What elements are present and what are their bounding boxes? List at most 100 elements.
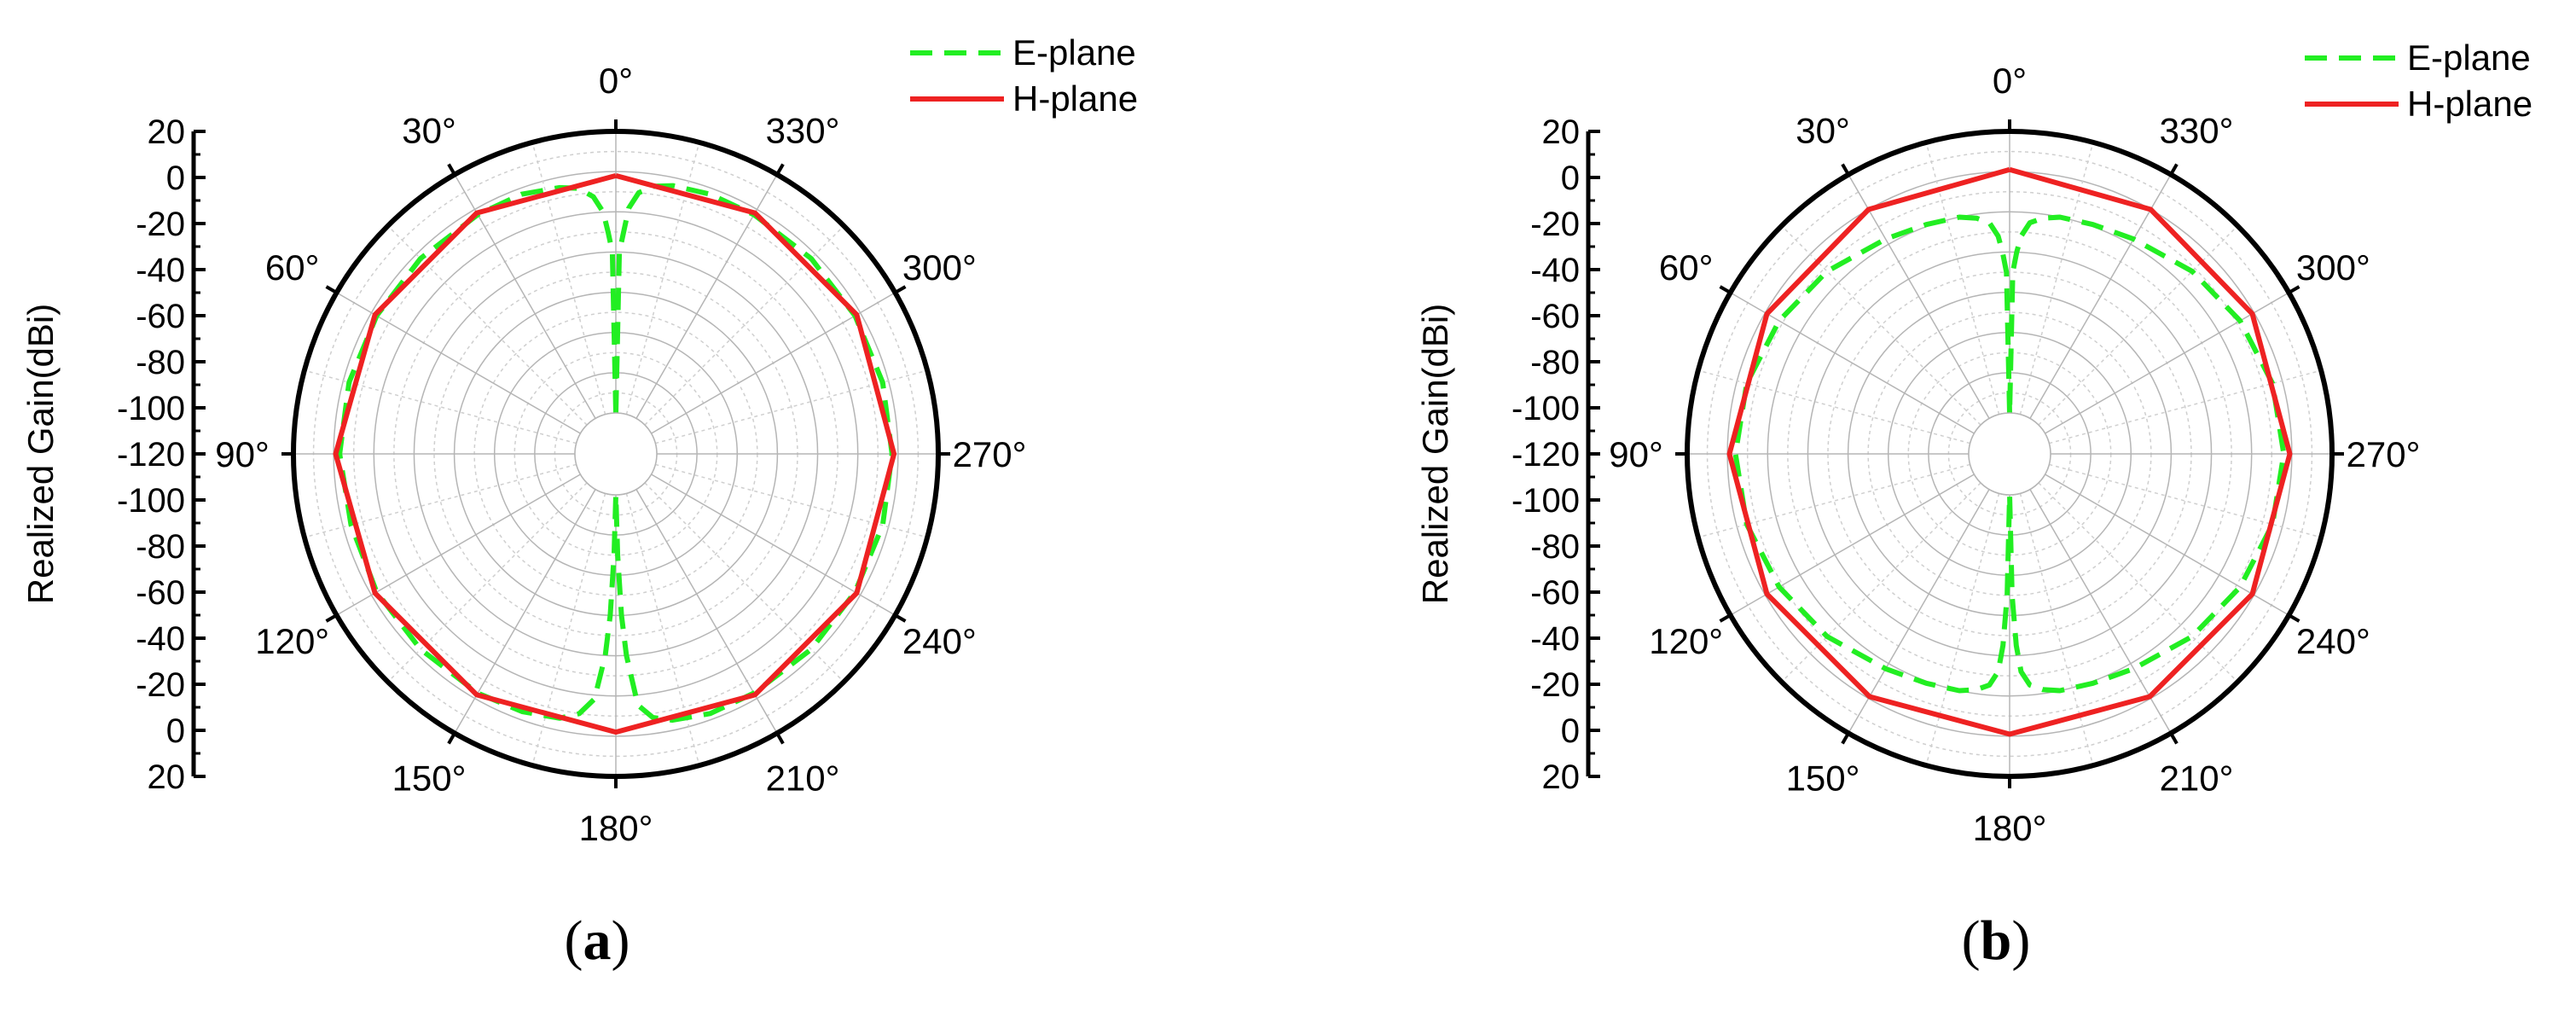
polar-grid: [1687, 131, 2332, 776]
radial-tick-label: 0: [1561, 160, 1580, 197]
radial-tick-label: 0: [166, 160, 185, 197]
radial-tick-label: -100: [1511, 482, 1580, 520]
angle-tick-label: 0°: [1993, 61, 2027, 101]
major-grid-spoke: [1730, 474, 1975, 616]
angle-tick-label: 60°: [1659, 247, 1714, 288]
angle-tick-mark: [775, 163, 785, 176]
radial-tick-label: -100: [117, 482, 185, 520]
major-grid-spoke: [2045, 292, 2289, 434]
radial-tick-label: -120: [117, 436, 185, 474]
angle-tick-label: 120°: [1649, 621, 1723, 661]
angle-tick-mark: [325, 613, 338, 623]
minor-grid-spoke: [387, 482, 588, 683]
minor-grid-spoke: [644, 482, 844, 683]
radial-tick-label: -120: [1511, 436, 1580, 474]
legend-label: H-plane: [2407, 84, 2532, 124]
angle-tick-label: 90°: [215, 434, 270, 474]
minor-grid-spoke: [2049, 463, 2322, 538]
angle-tick-mark: [1841, 732, 1850, 745]
y-axis-label: Realized Gain(dBi): [20, 304, 61, 605]
angle-tick-label: 150°: [392, 758, 467, 798]
series-line-h-plane: [333, 173, 897, 735]
panel-label-a: (a): [564, 909, 630, 972]
radial-axis: [1586, 130, 1600, 778]
angle-tick-mark: [325, 285, 338, 294]
angle-tick-mark: [1719, 285, 1732, 294]
angle-tick-label: 210°: [766, 758, 840, 798]
series-line-h-plane: [1726, 166, 2293, 737]
angle-tick-label: 330°: [2160, 111, 2234, 151]
radial-tick-label: -80: [136, 344, 185, 381]
radial-tick-label: -60: [136, 574, 185, 612]
legend-label: E-plane: [1012, 32, 1136, 73]
angle-tick-mark: [2288, 613, 2300, 623]
radial-tick-label: -20: [1530, 666, 1580, 704]
radial-tick-label: -20: [136, 206, 185, 243]
angle-tick-mark: [2169, 732, 2179, 745]
angle-tick-mark: [2288, 285, 2300, 294]
minor-grid-spoke: [1697, 463, 1970, 538]
radial-axis: [191, 130, 206, 778]
major-grid-spoke: [2029, 489, 2172, 734]
minor-grid-spoke: [1781, 225, 1981, 426]
radial-tick-label: 20: [148, 113, 186, 151]
polar-chart-b: 0° 30° 60° 90° 120° 150° 180° 210° 240° 270° 300° 3…: [1415, 38, 2532, 848]
minor-grid-spoke: [2019, 493, 2094, 766]
angle-tick-label: 90°: [1609, 434, 1663, 474]
radial-tick-label: 0: [1561, 712, 1580, 750]
minor-grid-spoke: [2049, 369, 2322, 445]
y-axis-label: Realized Gain(dBi): [1415, 304, 1455, 605]
legend: E-plane H-plane: [910, 32, 1138, 119]
minor-grid-spoke: [531, 493, 606, 766]
minor-grid-spoke: [531, 142, 606, 415]
angle-tick-mark: [775, 732, 785, 745]
angle-tick-mark: [894, 285, 907, 294]
angle-tick-label: 30°: [402, 111, 456, 151]
angle-tick-label: 120°: [255, 621, 329, 661]
radial-tick-label: -20: [136, 666, 185, 704]
panel-label-b: (b): [1961, 909, 2031, 972]
major-grid-spoke: [2029, 174, 2172, 419]
major-grid-spoke: [336, 474, 581, 616]
angle-tick-label: 60°: [265, 247, 320, 288]
radial-tick-label: -40: [136, 252, 185, 289]
radial-tick-label: 0: [166, 712, 185, 750]
angle-tick-label: 300°: [902, 247, 977, 288]
radial-tick-label: -60: [1530, 298, 1580, 335]
angle-tick-label: 0°: [599, 61, 633, 101]
angle-tick-label: 270°: [2347, 434, 2421, 474]
polar-chart-a: 0° 30° 60° 90° 120° 150° 180° 210° 240° 270° 300° 3…: [20, 32, 1138, 848]
radial-tick-label: -40: [1530, 620, 1580, 658]
legend-label: E-plane: [2407, 38, 2531, 78]
series-line-e-plane: [1732, 214, 2287, 694]
minor-grid-spoke: [1781, 482, 1981, 683]
radial-tick-label: -80: [136, 528, 185, 566]
radial-tick-label: 20: [1542, 113, 1581, 151]
major-grid-spoke: [1848, 174, 1990, 419]
angle-tick-mark: [447, 732, 456, 745]
minor-grid-spoke: [2038, 482, 2238, 683]
radial-tick-label: 20: [1542, 758, 1581, 796]
radial-tick-label: -100: [1511, 390, 1580, 427]
major-grid-spoke: [1848, 489, 1990, 734]
angle-tick-label: 240°: [902, 621, 977, 661]
radial-tick-label: -60: [1530, 574, 1580, 612]
minor-grid-spoke: [655, 463, 928, 538]
angle-tick-mark: [1841, 163, 1850, 176]
angle-tick-label: 180°: [1973, 808, 2047, 848]
angle-tick-label: 210°: [2160, 758, 2234, 798]
radial-tick-label: -20: [1530, 206, 1580, 243]
polar-inner-hole: [574, 412, 658, 496]
angle-tick-mark: [1719, 613, 1732, 623]
radial-tick-label: -100: [117, 390, 185, 427]
angle-tick-label: 270°: [953, 434, 1027, 474]
radial-tick-label: -40: [136, 620, 185, 658]
major-grid-spoke: [2045, 474, 2289, 616]
minor-grid-spoke: [2038, 225, 2238, 426]
radial-tick-label: -60: [136, 298, 185, 335]
angle-tick-label: 180°: [579, 808, 653, 848]
angle-tick-label: 30°: [1796, 111, 1850, 151]
angle-tick-mark: [2169, 163, 2179, 176]
angle-tick-mark: [894, 613, 907, 623]
